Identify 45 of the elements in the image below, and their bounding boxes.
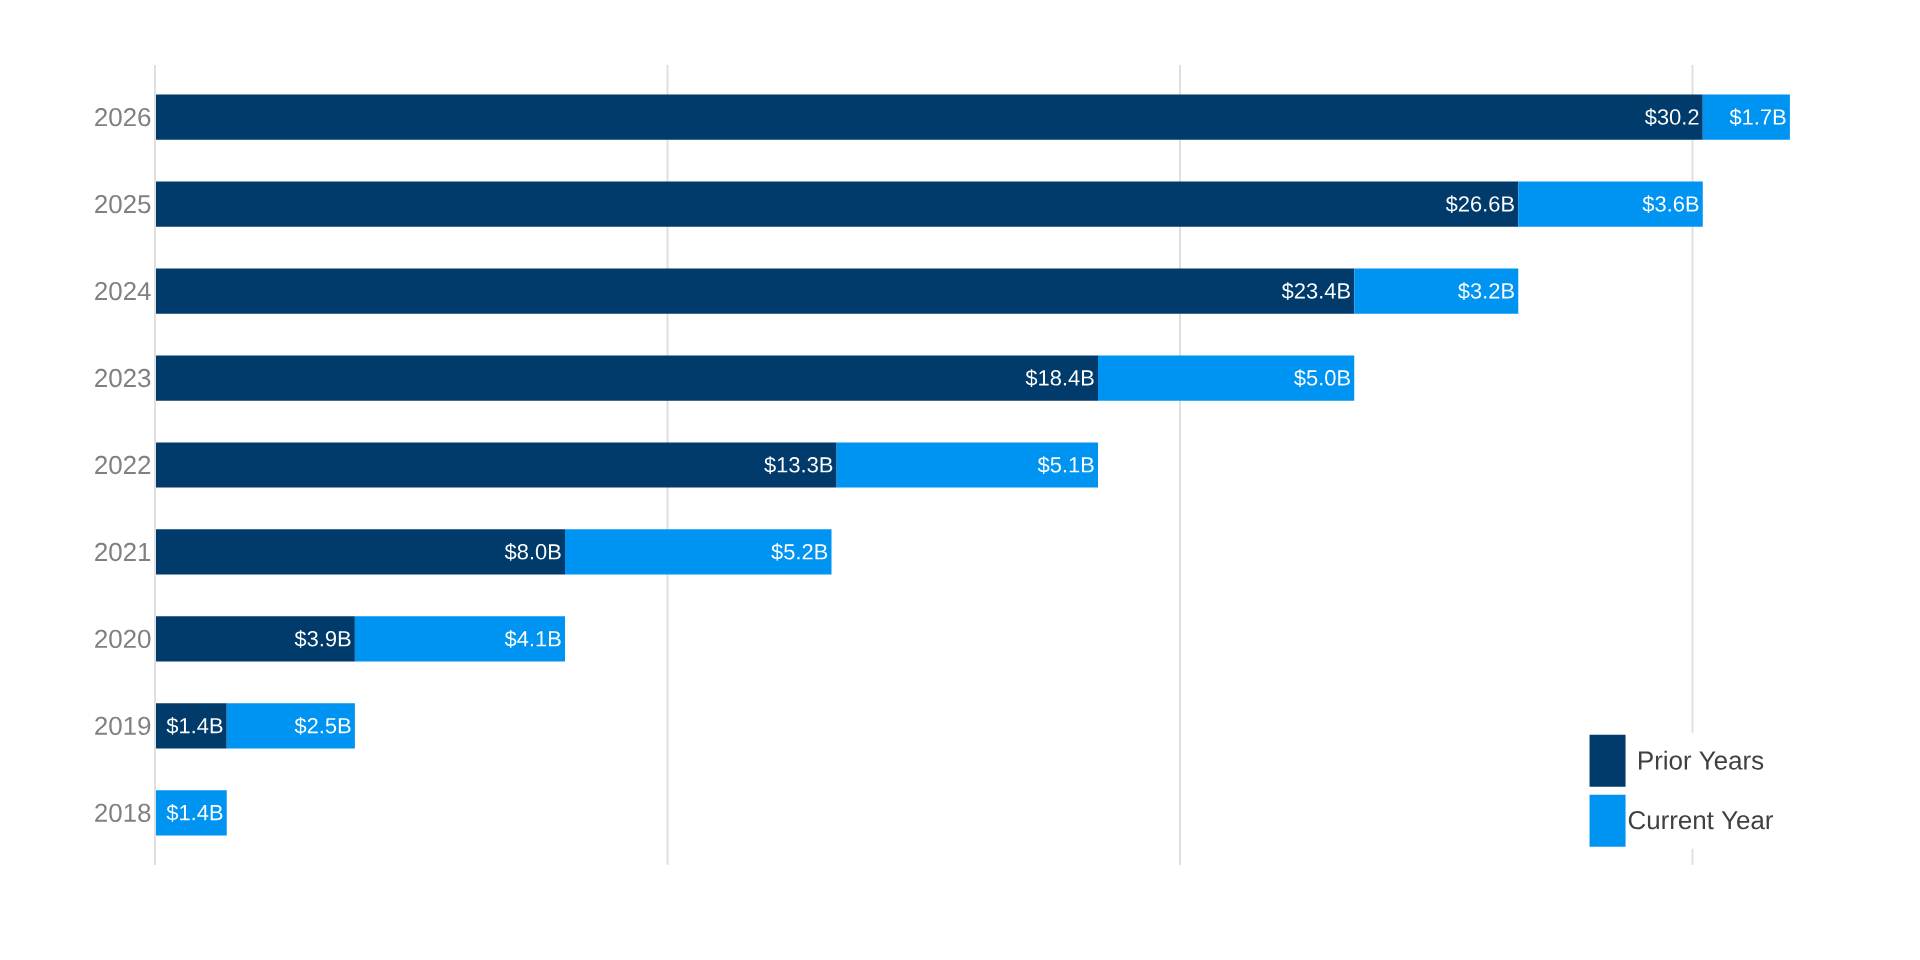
y-tick-label: 2025 — [95, 194, 151, 214]
bar — [155, 94, 1703, 140]
bar — [1098, 355, 1355, 401]
data-label: $13.3B — [764, 456, 833, 474]
bar — [354, 616, 565, 662]
data-label: $3.6B — [1642, 195, 1699, 213]
y-tick-label: 2019 — [95, 716, 151, 736]
data-label: $1.4B — [166, 803, 223, 822]
data-label: $3.2B — [1458, 282, 1514, 300]
bar — [155, 703, 227, 749]
data-label: $5.0B — [1294, 369, 1350, 387]
bar — [155, 268, 1355, 314]
bar — [226, 703, 355, 749]
bar — [155, 181, 1519, 227]
data-label: $3.9B — [294, 630, 351, 648]
bar — [1702, 94, 1790, 140]
data-label: $5.1B — [1037, 456, 1094, 474]
bar — [155, 790, 227, 836]
y-tick-label: 2022 — [95, 455, 151, 475]
bar — [565, 529, 832, 575]
y-tick-label: 2018 — [95, 803, 151, 822]
y-tick-label: 2024 — [95, 281, 151, 301]
data-label: $26.6B — [1445, 195, 1514, 213]
data-label: $4.1B — [504, 630, 561, 648]
legend-label: Current Year — [1628, 811, 1774, 830]
data-label: $8.0B — [504, 543, 561, 561]
data-label: $23.4B — [1281, 282, 1350, 300]
y-tick-label: 2026 — [95, 108, 151, 127]
y-tick-label: 2023 — [95, 368, 151, 388]
bar — [155, 355, 1099, 401]
bar — [155, 442, 837, 488]
data-label: $18.4B — [1025, 369, 1094, 387]
data-label: $5.2B — [771, 543, 828, 561]
bar — [1518, 181, 1703, 227]
data-label: $1.7B — [1729, 108, 1786, 127]
data-label: $1.4B — [166, 717, 223, 735]
data-label: $2.5B — [294, 717, 351, 735]
bar — [1354, 268, 1519, 314]
bar — [836, 442, 1099, 488]
legend-label: Prior Years — [1639, 750, 1764, 770]
bar — [155, 616, 355, 662]
data-label: $30.2 — [1644, 108, 1699, 127]
y-tick-label: 2021 — [95, 542, 151, 562]
y-tick-label: 2020 — [95, 629, 151, 649]
bar — [155, 529, 565, 575]
